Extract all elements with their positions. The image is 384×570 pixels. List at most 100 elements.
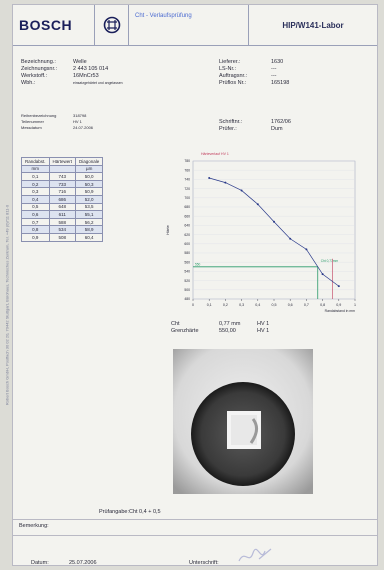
sample-info: Reihenbezeichnung 318798 Teilenummer HV 1 … — [21, 113, 161, 131]
x-tick-label: 0,3 — [239, 303, 244, 307]
y-tick-label: 600 — [184, 242, 190, 246]
side-legal-text-wrap: Robert Bosch GmbH, Postfach 30 02 20, 70… — [3, 65, 11, 545]
table-cell: 55,1 — [75, 210, 104, 219]
table-row: 0,5 648 53,5 — [21, 202, 104, 212]
table-cell: 0,8 — [21, 225, 50, 234]
column-header: Randabst. — [21, 157, 50, 166]
table-cell: 0,5 — [21, 202, 50, 212]
x-tick-label: 0,1 — [207, 303, 212, 307]
y-tick-label: 780 — [184, 159, 190, 163]
bemerkung-label: Bemerkung: — [19, 523, 49, 529]
bosch-logo: BOSCH — [13, 5, 95, 45]
header: BOSCH Cht - Verlaufsprüfung HIP/W141-Lab… — [13, 5, 377, 46]
datum-value: 25.07.2006 — [69, 560, 97, 566]
report-info: Schriftnr.: 1762/06 Prüfer.: Dum — [219, 119, 359, 133]
divider — [13, 519, 377, 520]
part-label: Bezeichnung.: — [21, 59, 56, 65]
plot-frame — [192, 160, 356, 300]
table-cell: 508 — [48, 232, 77, 242]
sample-label: Reihenbezeichnung — [21, 113, 57, 118]
y-tick-label: 480 — [184, 297, 190, 301]
pruefangabe: Prüfangabe:Cht 0,4 + 0,5 — [99, 509, 161, 515]
y-tick-label: 500 — [184, 288, 190, 292]
x-tick-label: 1 — [354, 303, 356, 307]
table-cell: 0,2 — [21, 179, 50, 189]
bosch-emblem-icon — [95, 5, 129, 45]
data-point — [240, 189, 243, 192]
table-row: 0,1 743 50,0 — [21, 172, 104, 181]
table-row: 0,3 716 50,9 — [21, 187, 104, 196]
x-tick-label: 0,4 — [255, 303, 260, 307]
y-tick-label: 720 — [184, 187, 190, 191]
report-label: Prüfer.: — [219, 126, 237, 132]
table-cell: 0,3 — [21, 187, 50, 196]
supplier-info: Lieferer.: 1630 LS-Nr.: --- Auftragsnr.: --… — [219, 59, 359, 87]
supplier-label: Lieferer.: — [219, 59, 241, 65]
y-tick-label: 620 — [184, 233, 190, 237]
table-cell: 648 — [48, 202, 77, 212]
supplier-label: LS-Nr.: — [219, 66, 237, 72]
table-cell: 50,9 — [75, 187, 104, 196]
data-point — [289, 237, 292, 240]
supplier-value: 165198 — [271, 80, 290, 86]
table-cell: 0,4 — [21, 194, 50, 204]
table-cell: 743 — [48, 172, 77, 181]
hardness-table: Randabst. Härtewert Diagonale mm µm 0,1 7… — [21, 157, 104, 242]
data-point — [208, 177, 211, 180]
result-label: Cht — [171, 321, 180, 327]
unterschrift-label: Unterschrift: — [189, 560, 219, 566]
x-tick-label: 0,8 — [320, 303, 325, 307]
table-cell: 588 — [48, 217, 77, 227]
table-cell: 60,4 — [75, 232, 104, 242]
unit-cell: mm — [21, 164, 50, 174]
x-axis-label: Randabstand in mm — [325, 309, 356, 313]
y-tick-label: 760 — [184, 168, 190, 172]
table-row: 0,7 588 56,2 — [21, 217, 104, 227]
supplier-value: --- — [271, 66, 277, 72]
table-row: 0,2 733 50,3 — [21, 179, 104, 189]
table-cell: 716 — [48, 187, 77, 196]
report-page: BOSCH Cht - Verlaufsprüfung HIP/W141-Lab… — [5, 4, 378, 566]
signature-icon — [238, 548, 272, 562]
table-row: 0,9 508 60,4 — [21, 232, 104, 242]
table-cell: 0,1 — [21, 172, 50, 181]
sample-value: 24.07.2006 — [73, 125, 94, 130]
chart-title: Härteverlauf HV 1 — [201, 152, 229, 156]
part-info: Bezeichnung.: Welle Zeichnungsnr.: 2 443 1… — [21, 59, 161, 87]
data-point — [256, 203, 259, 206]
part-label: Wbh.: — [21, 80, 36, 86]
table-cell: 611 — [48, 210, 77, 219]
column-header: Härtewert — [48, 157, 77, 166]
datum-label: Datum: — [31, 560, 49, 566]
table-cell: 686 — [48, 194, 77, 204]
y-tick-label: 700 — [184, 196, 190, 200]
cht-label: Cht 0,77mm — [321, 259, 339, 263]
y-axis-label: Härte — [165, 224, 170, 235]
limit-label: 550 — [195, 262, 201, 266]
report-value: 1762/06 — [271, 119, 291, 125]
data-point — [321, 273, 324, 276]
table-cell: 52,0 — [75, 194, 104, 204]
micrograph-image — [173, 349, 313, 494]
y-tick-label: 740 — [184, 178, 190, 182]
sample-value: 318798 — [73, 113, 87, 118]
table-cell: 733 — [48, 179, 77, 189]
x-tick-label: 0 — [192, 303, 194, 307]
sample-value: HV 1 — [73, 119, 82, 124]
side-legal-text: Robert Bosch GmbH, Postfach 30 02 20, 70… — [4, 204, 10, 406]
x-tick-label: 0,7 — [304, 303, 309, 307]
table-cell: 53,5 — [75, 202, 104, 212]
table-cell: 56,2 — [75, 217, 104, 227]
y-tick-label: 560 — [184, 260, 190, 264]
table-cell: 50,3 — [75, 179, 104, 189]
column-header: Diagonale — [75, 157, 104, 166]
unit-cell — [48, 164, 77, 174]
part-value: einsatzgehärtet und angelassen — [73, 81, 123, 85]
sample-label: Messdatum — [21, 125, 42, 130]
hardness-chart: Härteverlauf HV 1 Härte 780 760 740 720 700 680… — [165, 152, 356, 313]
result-unit: HV 1 — [257, 328, 270, 334]
x-tick-label: 0,2 — [223, 303, 228, 307]
data-point — [305, 248, 308, 251]
table-cell: 0,7 — [21, 217, 50, 227]
supplier-value: 1630 — [271, 59, 284, 65]
